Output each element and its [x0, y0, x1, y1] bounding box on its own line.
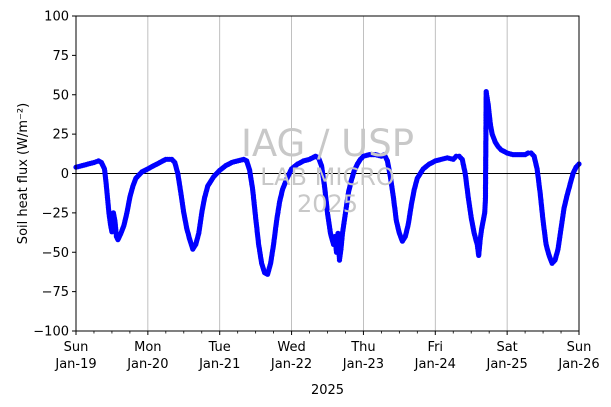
watermark: IAG / USP LAB MICRO 2025 [241, 122, 414, 218]
x-tick-day: Wed [277, 340, 305, 355]
y-tick-label: −100 [33, 325, 69, 340]
y-tick-label: 100 [44, 10, 69, 25]
x-tick-date: Jan-24 [414, 357, 456, 372]
x-tick-date: Jan-20 [126, 357, 168, 372]
x-axis-label: 2025 [311, 383, 344, 398]
x-tick-date: Jan-23 [342, 357, 384, 372]
x-tick-day: Sun [64, 340, 89, 355]
y-tick-label: −50 [42, 246, 69, 261]
watermark-line-1: IAG / USP [241, 122, 414, 165]
y-tick-label: 50 [52, 88, 69, 103]
y-tick-label: −25 [42, 206, 69, 221]
data-points [73, 89, 582, 277]
x-tick-day: Sat [496, 340, 517, 355]
watermark-line-3: 2025 [297, 190, 358, 218]
x-tick-day: Thu [350, 340, 375, 355]
y-tick-label: 25 [52, 128, 69, 143]
x-axis-ticks: Sun Jan-19 Mon Jan-20 Tue Jan-21 Wed Jan-22 Thu J… [54, 331, 600, 372]
y-tick-label: −75 [42, 285, 69, 300]
x-tick-day: Fri [428, 340, 444, 355]
watermark-line-2: LAB MICRO [260, 163, 395, 191]
x-tick-date: Jan-22 [270, 357, 312, 372]
y-axis-label: Soil heat flux (W/m⁻²) [16, 103, 31, 244]
x-tick-date: Jan-19 [54, 357, 96, 372]
x-tick-day: Mon [134, 340, 161, 355]
x-tick-date: Jan-26 [557, 357, 599, 372]
x-tick-date: Jan-25 [486, 357, 528, 372]
y-tick-label: 75 [52, 49, 69, 64]
x-tick-date: Jan-21 [198, 357, 240, 372]
y-tick-label: 0 [61, 167, 69, 182]
y-axis-ticks: −100 −75 −50 −25 0 25 50 75 100 [33, 10, 76, 340]
x-tick-day: Tue [208, 340, 231, 355]
x-tick-day: Sun [567, 340, 592, 355]
